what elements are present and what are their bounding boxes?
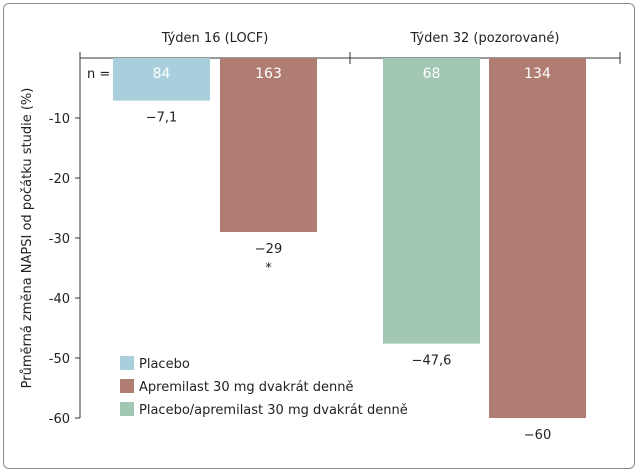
y-tick-label: -50 (49, 352, 70, 367)
bar-n-label: 68 (423, 66, 441, 82)
data-label: −7,1 (146, 111, 178, 126)
legend-label: Apremilast 30 mg dvakrát denně (139, 380, 354, 395)
data-label: −47,6 (412, 354, 452, 369)
legend-swatch (120, 356, 134, 370)
data-label: −29 (255, 242, 282, 257)
group-label: Týden 32 (pozorované) (410, 31, 560, 46)
bar (383, 58, 480, 344)
y-tick-label: -10 (49, 112, 70, 127)
y-axis-title: Průměrná změna NAPSI od počátku studie (… (20, 88, 35, 389)
legend-swatch (120, 379, 134, 393)
legend-label: Placebo (139, 357, 190, 372)
legend-swatch (120, 402, 134, 416)
group-label: Týden 16 (LOCF) (161, 31, 269, 46)
y-tick-label: -40 (49, 292, 70, 307)
y-tick-label: -30 (49, 232, 70, 247)
bar (489, 58, 586, 418)
significance-marker: * (265, 261, 272, 276)
bar-n-label: 163 (255, 66, 282, 82)
y-tick-label: -60 (49, 412, 70, 427)
n-label: n = (87, 67, 110, 82)
bar (220, 58, 317, 232)
data-label: −60 (524, 428, 551, 443)
bar (113, 58, 210, 101)
bar-n-label: 134 (524, 66, 551, 82)
y-tick-label: -20 (49, 172, 70, 187)
legend-label: Placebo/apremilast 30 mg dvakrát denně (139, 403, 408, 418)
bar-n-label: 84 (153, 66, 171, 82)
